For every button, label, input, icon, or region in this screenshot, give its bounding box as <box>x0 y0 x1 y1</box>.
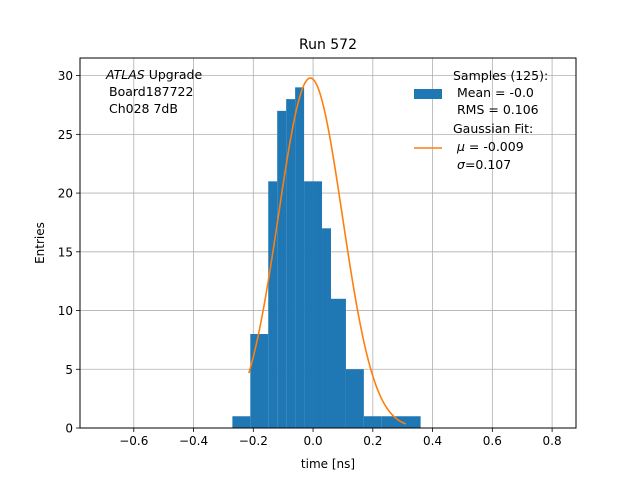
y-axis-label: Entries <box>33 222 47 264</box>
y-tick-label: 15 <box>58 245 73 259</box>
x-axis-ticks: −0.6 −0.4 −0.2 0.0 0.2 0.4 0.6 0.8 <box>119 428 562 448</box>
x-tick-label: 0.2 <box>363 434 382 448</box>
y-axis-ticks: 0 5 10 15 20 25 30 <box>58 69 80 436</box>
y-tick-label: 20 <box>58 187 73 201</box>
legend-fit-mu: μ = -0.009 <box>456 139 524 154</box>
x-tick-label: 0.4 <box>423 434 442 448</box>
x-axis-label: time [ns] <box>301 457 355 471</box>
legend-fit-sigma-value: =0.107 <box>465 157 511 172</box>
y-tick-label: 5 <box>65 363 73 377</box>
legend: Samples (125): Mean = -0.0 RMS = 0.106 G… <box>414 68 548 172</box>
legend-fit-sigma: σ=0.107 <box>457 157 511 172</box>
annotation-line-1: ATLAS Upgrade <box>105 67 202 82</box>
histogram-bar <box>232 416 251 428</box>
x-tick-label: 0.6 <box>483 434 502 448</box>
x-tick-label: 0.0 <box>304 434 323 448</box>
legend-fit-sigma-symbol: σ <box>457 157 466 172</box>
legend-samples-line-3: RMS = 0.106 <box>457 102 539 117</box>
x-tick-label: 0.8 <box>543 434 562 448</box>
x-tick-label: −0.2 <box>239 434 268 448</box>
histogram-bar <box>295 87 305 428</box>
histogram-bar <box>313 181 323 428</box>
legend-fit-line-1: Gaussian Fit: <box>453 121 533 136</box>
chart-title: Run 572 <box>299 37 357 53</box>
gaussian-fit-curve <box>248 77 406 425</box>
histogram-bar <box>345 369 364 428</box>
y-tick-label: 0 <box>65 422 73 436</box>
annotation-line-1-rest: Upgrade <box>145 67 203 82</box>
y-tick-label: 25 <box>58 128 73 142</box>
legend-fit-mu-value: = -0.009 <box>465 139 524 154</box>
x-tick-label: −0.4 <box>179 434 208 448</box>
annotation-line-2: Board187722 <box>109 84 193 99</box>
histogram-bar <box>304 181 314 428</box>
annotation-italic-word: ATLAS <box>105 67 145 82</box>
histogram-bar <box>277 110 287 428</box>
x-tick-label: −0.6 <box>119 434 148 448</box>
histogram-bar <box>322 228 331 428</box>
axes-frame <box>79 57 577 429</box>
histogram-bar <box>363 416 382 428</box>
histogram-bar <box>250 334 269 428</box>
histogram-bar <box>286 99 296 428</box>
annotation-line-3: Ch028 7dB <box>109 101 178 116</box>
gaussian-fit-layer <box>248 77 406 425</box>
legend-samples-line-1: Samples (125): <box>453 68 548 83</box>
legend-fit-mu-symbol: μ <box>456 139 465 154</box>
y-tick-label: 30 <box>58 69 73 83</box>
histogram-bar <box>268 181 278 428</box>
y-tick-label: 10 <box>58 304 73 318</box>
legend-samples-swatch <box>414 89 442 99</box>
legend-samples-line-2: Mean = -0.0 <box>457 85 534 100</box>
histogram-bar <box>330 298 346 428</box>
